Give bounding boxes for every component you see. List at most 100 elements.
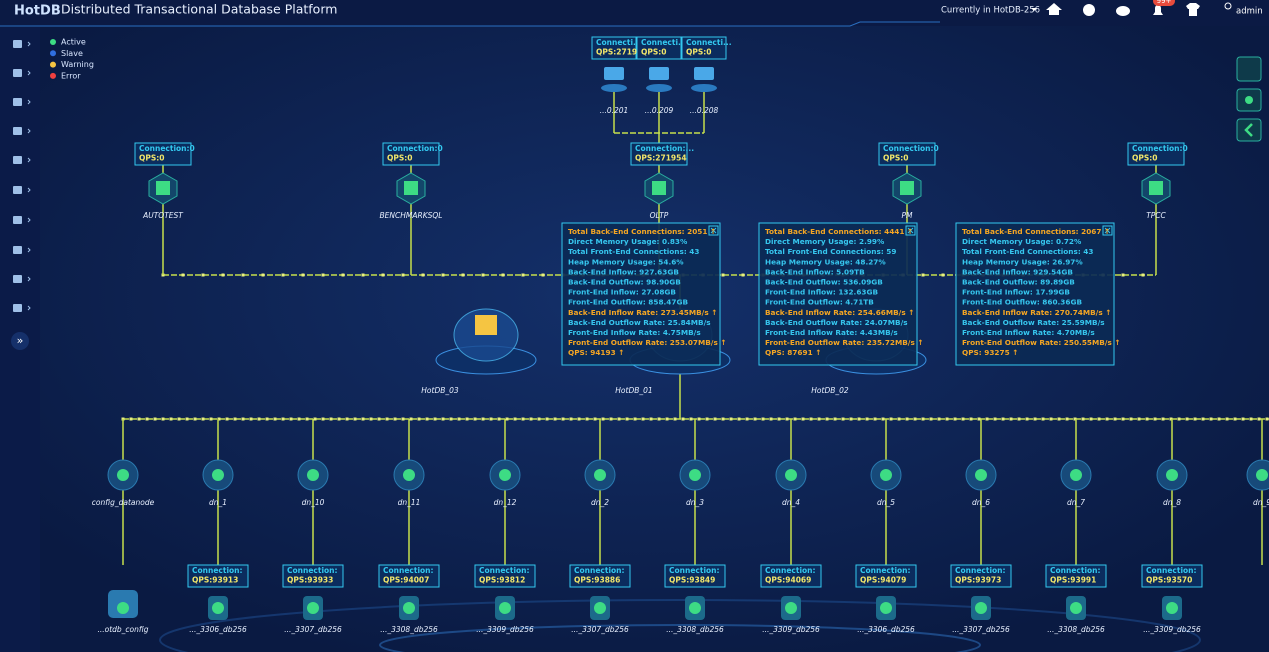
help-icon[interactable] [1083,4,1095,16]
menu-icon[interactable] [13,127,22,135]
link-dot [265,417,269,421]
data-node-core [307,469,319,481]
data-node-name: dn_6 [972,498,990,507]
compute-node-name: HotDB_01 [615,386,652,395]
connection-label: Connection:... [635,144,694,153]
panel-close[interactable] [708,225,719,236]
link-dot [1073,417,1077,421]
qps-label: QPS:0 [686,48,712,57]
link-dot [1009,417,1013,421]
panel-close[interactable] [905,225,916,236]
connection-label: Connecti... [596,38,642,47]
panel-line: Direct Memory Usage: 0.83% [568,237,688,246]
panel-line: Total Front-End Connections: 59 [765,247,896,256]
data-node-name: dn_9 [1253,498,1269,507]
client-label: ...0.208 [690,106,719,115]
link-dot [393,417,397,421]
links [121,85,1269,565]
link-dot [665,417,669,421]
link-dot [217,417,221,421]
link-dot [641,417,645,421]
link-dot [585,417,589,421]
node-icon-core [900,181,914,195]
connection-label: Connection:0 [139,144,195,153]
config-storage-name: ...otdb_config [97,625,148,634]
cluster-switch[interactable]: Currently in HotDB-256 [941,6,1040,16]
link-dot [1121,273,1125,277]
link-dot [1141,273,1145,277]
panel-line: Back-End Inflow: 5.09TB [765,267,865,276]
panel-close[interactable] [1102,225,1113,236]
link-dot [801,417,805,421]
user-name[interactable]: admin [1236,7,1263,17]
theme-icon[interactable] [1186,3,1200,16]
logic-db-name: PM [902,211,914,220]
link-dot [221,273,225,277]
qps-label: QPS:94069 [765,576,811,585]
link-dot [873,417,877,421]
expand-bg[interactable] [11,332,29,350]
link-dot [481,417,485,421]
logo: HotDB [14,4,61,19]
menu-icon[interactable] [13,69,22,77]
link-dot [305,417,309,421]
link-dot [1217,417,1221,421]
storage-core [1070,602,1082,614]
link-dot [961,417,965,421]
link-dot [913,417,917,421]
menu-icon[interactable] [13,246,22,254]
panel-line: Front-End Outflow Rate: 250.55MB/s ↑ [962,338,1120,347]
nodes: ActiveSlaveWarningErrorConnecti...QPS:27… [50,36,1269,634]
link-dot [1201,417,1205,421]
menu-icon[interactable] [13,98,22,106]
link-dot [737,417,741,421]
link-dot [281,417,285,421]
link-dot [673,417,677,421]
menu-icon[interactable] [13,186,22,194]
link-dot [689,417,693,421]
link-dot [945,417,949,421]
storage-name: ..._3309_db256 [1143,625,1201,634]
cloud-icon[interactable] [1116,6,1130,16]
link-dot [1145,417,1149,421]
menu-icon[interactable] [13,304,22,312]
node-icon-core [156,181,170,195]
header-line [0,21,940,27]
data-node-core [212,469,224,481]
storage-name: ..._3308_db256 [1047,625,1105,634]
panel-line: Back-End Inflow Rate: 270.74MB/s ↑ [962,308,1111,317]
qps-label: QPS:93933 [287,576,333,585]
refresh-button[interactable] [1236,56,1262,82]
sidebar-expand[interactable]: » [17,334,24,347]
link-dot [481,273,485,277]
link-dot [985,417,989,421]
floor-ring [159,599,1201,652]
link-dot [1249,417,1253,421]
bell-icon[interactable] [1153,5,1163,15]
client-base [601,84,627,92]
panel-line: Back-End Outflow Rate: 25.59MB/s [962,318,1105,327]
storage-box [1141,564,1203,588]
link-dot [993,417,997,421]
legend-dot [50,61,56,68]
settings-icon [1245,96,1253,104]
home-icon[interactable] [1046,3,1062,15]
link-dot [321,417,325,421]
link-dot [1113,417,1117,421]
data-node-core [689,469,701,481]
data-node-core [975,469,987,481]
link-dot [1129,417,1133,421]
menu-icon[interactable] [13,40,22,48]
panel-line: Front-End Outflow Rate: 235.72MB/s ↑ [765,338,923,347]
storage-box [760,564,822,588]
menu-icon[interactable] [13,156,22,164]
collapse-button[interactable] [1236,118,1262,142]
link-dot [761,417,765,421]
menu-icon[interactable] [13,216,22,224]
menu-icon[interactable] [13,275,22,283]
link-dot [225,417,229,421]
link-dot [161,417,165,421]
link-dot [1065,417,1069,421]
qps-label: QPS:0 [387,154,413,163]
storage-box [950,564,1012,588]
